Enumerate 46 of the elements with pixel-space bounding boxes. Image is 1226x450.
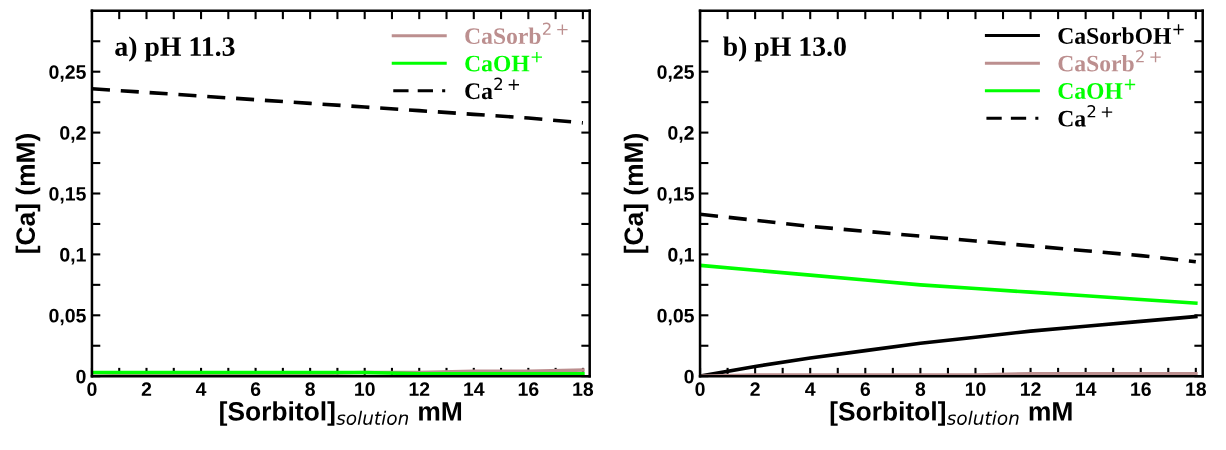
x-tick-label: 10 (355, 382, 375, 397)
x-tick-label: 4 (195, 382, 207, 396)
x-tick-label: 2 (750, 382, 760, 396)
legend-label: CaOH$^{+}$ (1058, 79, 1136, 99)
legend-label: CaOH$^{+}$ (465, 51, 542, 72)
y-tick-label: 0,15 (49, 186, 86, 204)
x-tick-label: 0 (695, 382, 705, 397)
x-tick-label: 18 (1186, 382, 1207, 397)
y-tick-label: 0,05 (49, 308, 86, 326)
x-tick-label: 10 (965, 382, 986, 397)
x-tick-label: 4 (805, 382, 816, 396)
x-tick-label: 16 (518, 382, 539, 397)
y-tick-label: 0,2 (668, 126, 694, 143)
y-tick-label: 0,25 (49, 65, 86, 82)
legend-label: Ca$^{2+}$ (1058, 105, 1113, 127)
x-tick-label: 8 (915, 382, 926, 397)
x-tick-label: 18 (573, 382, 594, 397)
legend-label: CaSorbOH$^{+}$ (1058, 24, 1184, 44)
legend-label: Ca$^{2+}$ (465, 77, 520, 100)
text: b) pH 13.0 (723, 36, 846, 62)
y-tick-label: 0,1 (60, 247, 86, 265)
x-tick-label: 16 (1131, 382, 1151, 397)
x-tick-label: 6 (860, 382, 871, 397)
legend-label: CaSorb$^{2+}$ (465, 22, 568, 45)
y-axis-title: [Ca] (mM) (623, 133, 649, 253)
y-tick-label: 0 (684, 369, 694, 384)
y-tick-label: 0,25 (657, 65, 694, 82)
line-series (700, 263, 1198, 305)
x-axis-title: [Sorbitol]$_{solution}$ mM (830, 401, 1072, 426)
x-tick-label: 0 (87, 382, 97, 397)
x-tick-label: 2 (141, 382, 152, 396)
x-tick-label: 6 (250, 382, 261, 397)
y-tick-label: 0,05 (657, 308, 694, 326)
y-tick-label: 0 (76, 369, 86, 384)
text: a) pH 11.3 (115, 36, 235, 62)
x-tick-label: 14 (464, 382, 485, 396)
x-tick-label: 12 (1020, 382, 1041, 396)
y-tick-label: 0,15 (657, 186, 694, 204)
x-tick-label: 8 (305, 382, 315, 397)
x-axis-title: [Sorbitol]$_{solution}$ mM (220, 401, 462, 426)
legend-label: CaSorb$^{2+}$ (1058, 49, 1161, 72)
x-tick-label: 12 (409, 382, 430, 396)
x-tick-label: 14 (1076, 382, 1097, 396)
y-axis-title: [Ca] (mM) (15, 133, 41, 253)
y-tick-label: 0,2 (60, 126, 86, 143)
y-tick-label: 0,1 (668, 247, 694, 265)
